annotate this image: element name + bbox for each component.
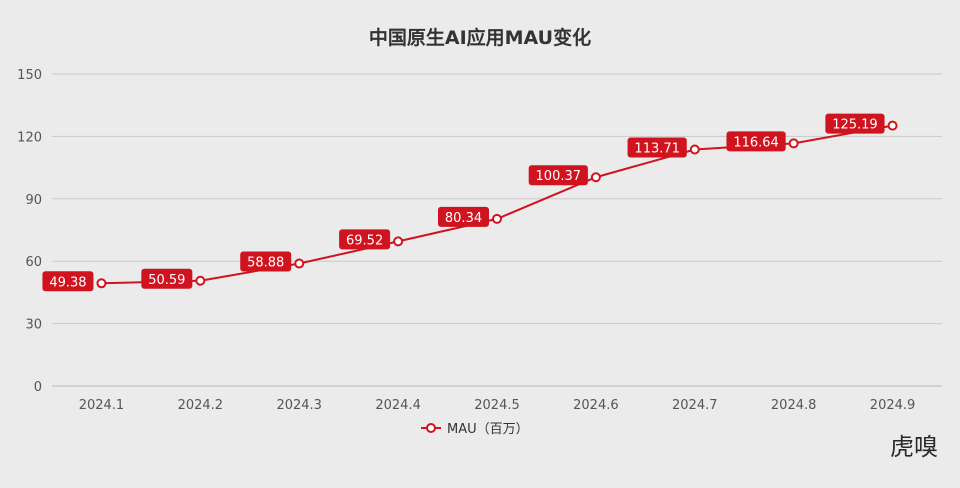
data-label-badge bbox=[438, 206, 489, 227]
data-label: 58.88 bbox=[240, 251, 292, 272]
x-tick-label: 2024.4 bbox=[375, 398, 421, 413]
data-labels: 49.38 50.59 58.88 69.52 80.34 100.37 113.71 116… bbox=[42, 113, 885, 292]
x-axis-ticks: 2024.1 2024.2 2024.3 2024.4 2024.5 2024.6 2024… bbox=[79, 398, 916, 413]
legend-series-label: MAU（百万） bbox=[447, 422, 529, 437]
data-label-text: 50.59 bbox=[148, 273, 185, 288]
data-label-text: 58.88 bbox=[247, 256, 284, 271]
data-label-text: 80.34 bbox=[445, 211, 482, 226]
data-point[interactable] bbox=[294, 258, 305, 269]
data-points bbox=[96, 120, 898, 289]
data-point[interactable] bbox=[689, 144, 700, 155]
data-label-badge bbox=[42, 271, 94, 292]
data-label-text: 116.64 bbox=[733, 135, 779, 150]
y-tick-label: 120 bbox=[17, 130, 42, 145]
data-label-badge bbox=[825, 113, 885, 134]
gridlines bbox=[52, 73, 942, 387]
data-label: 113.71 bbox=[627, 137, 687, 158]
x-tick-label: 2024.9 bbox=[870, 398, 916, 413]
data-label: 125.19 bbox=[825, 113, 885, 134]
data-label-badge bbox=[627, 137, 687, 158]
data-label: 49.38 bbox=[42, 271, 94, 292]
data-label-text: 113.71 bbox=[634, 141, 680, 156]
x-tick-label: 2024.5 bbox=[474, 398, 520, 413]
data-label-text: 49.38 bbox=[49, 275, 86, 290]
chart-title: 中国原生AI应用MAU变化 bbox=[369, 26, 591, 49]
x-tick-label: 2024.6 bbox=[573, 398, 619, 413]
data-point[interactable] bbox=[788, 138, 799, 149]
x-tick-label: 2024.1 bbox=[79, 398, 125, 413]
data-label: 50.59 bbox=[141, 268, 193, 289]
data-point[interactable] bbox=[96, 278, 107, 289]
data-label: 100.37 bbox=[528, 165, 588, 186]
data-point[interactable] bbox=[492, 213, 502, 224]
data-point[interactable] bbox=[393, 236, 404, 247]
data-label-badge bbox=[726, 131, 786, 152]
y-tick-label: 150 bbox=[17, 68, 42, 83]
data-label: 80.34 bbox=[438, 206, 489, 227]
data-label: 116.64 bbox=[726, 131, 786, 152]
legend-marker-icon bbox=[426, 423, 436, 433]
x-tick-label: 2024.3 bbox=[276, 398, 322, 413]
data-point[interactable] bbox=[887, 120, 898, 131]
x-tick-label: 2024.2 bbox=[178, 398, 224, 413]
data-label-badge bbox=[240, 251, 292, 272]
y-tick-label: 30 bbox=[25, 318, 42, 333]
data-label-text: 100.37 bbox=[536, 169, 582, 184]
y-tick-label: 60 bbox=[25, 255, 42, 270]
data-point[interactable] bbox=[195, 275, 206, 286]
data-label-badge bbox=[339, 229, 391, 250]
data-label-text: 69.52 bbox=[346, 233, 383, 248]
data-label-text: 125.19 bbox=[832, 118, 878, 133]
x-tick-label: 2024.8 bbox=[771, 398, 817, 413]
y-tick-label: 90 bbox=[25, 193, 42, 208]
data-label-badge bbox=[528, 165, 588, 186]
data-label: 69.52 bbox=[339, 229, 391, 250]
x-tick-label: 2024.7 bbox=[672, 398, 718, 413]
data-label-badge bbox=[141, 268, 193, 289]
legend[interactable]: MAU（百万） bbox=[421, 422, 529, 437]
huxiu-watermark-logo: 虎嗅 bbox=[890, 433, 938, 461]
y-tick-label: 0 bbox=[34, 380, 42, 395]
y-axis-ticks: 0 30 60 90 120 150 bbox=[17, 68, 42, 395]
data-point[interactable] bbox=[590, 172, 601, 183]
